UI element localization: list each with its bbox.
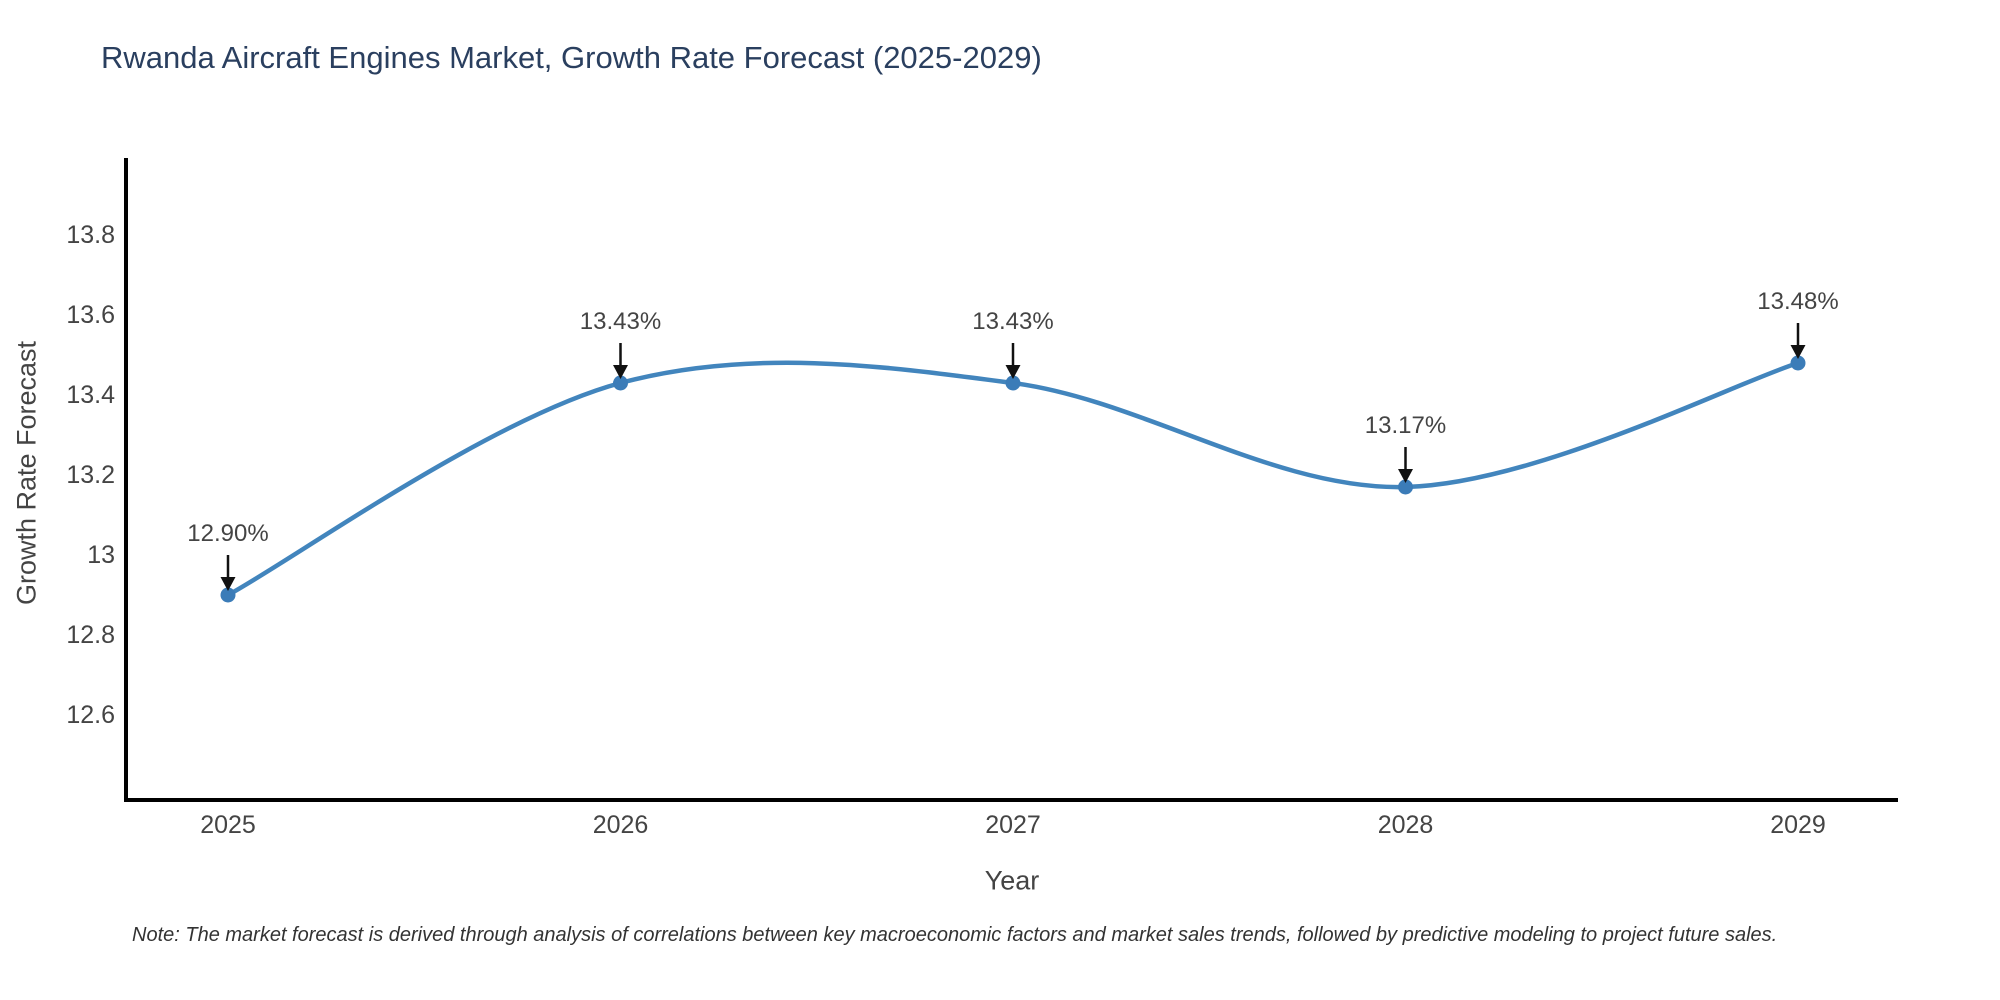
- data-point-marker: [220, 587, 236, 603]
- footnote: Note: The market forecast is derived thr…: [132, 924, 1778, 946]
- data-point-label: 12.90%: [187, 520, 268, 547]
- y-tick-label: 13.4: [66, 381, 115, 409]
- data-point-marker: [613, 375, 628, 391]
- annotation-arrowhead: [1005, 365, 1021, 379]
- data-point-label: 13.43%: [580, 308, 661, 335]
- annotation-arrowhead: [613, 365, 628, 379]
- x-tick-label: 2027: [985, 811, 1041, 839]
- x-tick-label: 2029: [1770, 811, 1826, 839]
- annotation-arrowhead: [220, 577, 236, 591]
- y-tick-label: 13.2: [66, 461, 115, 489]
- y-tick-label: 12.8: [66, 621, 115, 649]
- annotation-arrowhead: [1398, 469, 1413, 483]
- x-axis-title: Year: [984, 865, 1040, 896]
- trace-line: [225, 360, 1801, 598]
- data-point-label: 13.48%: [1757, 288, 1838, 315]
- y-tick-label: 12.6: [66, 701, 115, 729]
- chart-title: Rwanda Aircraft Engines Market, Growth R…: [101, 40, 1042, 75]
- data-point-label: 13.43%: [972, 308, 1053, 335]
- x-tick-label: 2025: [200, 811, 256, 839]
- x-tick-label: 2028: [1378, 811, 1434, 839]
- data-point-label: 13.17%: [1365, 412, 1446, 439]
- x-tick-label: 2026: [593, 811, 649, 839]
- y-tick-label: 13: [87, 541, 115, 569]
- data-point-marker: [1398, 479, 1413, 495]
- data-point-marker: [1790, 355, 1806, 371]
- y-axis-title: Growth Rate Forecast: [11, 340, 42, 606]
- y-tick-label: 13.8: [66, 221, 115, 249]
- y-tick-label: 13.6: [66, 301, 115, 329]
- data-point-marker: [1005, 375, 1021, 391]
- annotation-arrowhead: [1790, 345, 1806, 359]
